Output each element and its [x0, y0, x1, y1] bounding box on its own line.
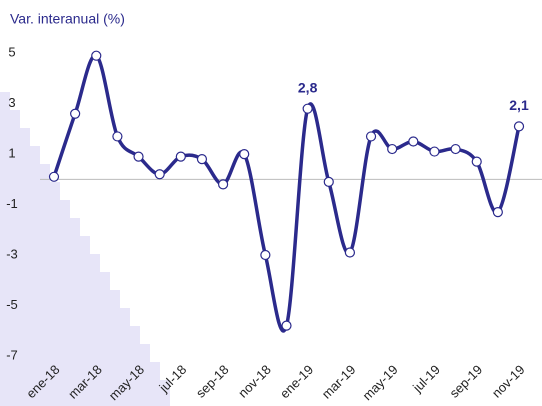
marker: [239, 148, 250, 160]
marker: [91, 50, 102, 61]
x-tick-label: ene-19: [277, 362, 316, 401]
marker: [133, 151, 144, 162]
marker: [302, 103, 313, 114]
marker: [365, 131, 377, 142]
line: [52, 53, 521, 333]
background-shape: [0, 92, 170, 406]
y-tick-label: 1: [8, 146, 15, 161]
x-tick-label: jul-19: [409, 362, 443, 396]
marker: [70, 108, 81, 119]
marker: [260, 249, 271, 261]
marker: [450, 143, 461, 155]
y-tick-label: -1: [6, 196, 18, 211]
y-axis-label: Var. interanual (%): [10, 11, 125, 27]
marker: [492, 207, 503, 218]
marker: [344, 247, 356, 258]
x-tick-label: may-19: [359, 362, 400, 403]
marker: [175, 151, 186, 162]
marker: [196, 154, 208, 165]
y-tick-label: -7: [6, 347, 18, 362]
marker: [429, 146, 440, 157]
marker: [281, 320, 292, 331]
data-label: 2,1: [509, 97, 529, 113]
x-tick-label: nov-19: [489, 362, 528, 401]
marker: [323, 176, 334, 187]
marker: [112, 131, 123, 142]
x-tick-label: sep-18: [193, 362, 232, 401]
y-tick-label: 3: [8, 95, 15, 110]
x-tick-label: mar-19: [319, 362, 359, 402]
data-label: 2,8: [298, 79, 318, 95]
marker: [471, 156, 482, 167]
marker: [217, 179, 229, 190]
marker: [387, 143, 398, 155]
marker: [154, 169, 165, 180]
marker: [48, 171, 60, 182]
marker: [408, 136, 419, 147]
marker: [513, 121, 525, 132]
y-tick-label: -5: [6, 297, 18, 312]
x-tick-label: nov-18: [235, 362, 274, 401]
y-tick-label: 5: [8, 45, 15, 60]
x-tick-label: sep-19: [447, 362, 486, 401]
y-tick-label: -3: [6, 246, 18, 261]
